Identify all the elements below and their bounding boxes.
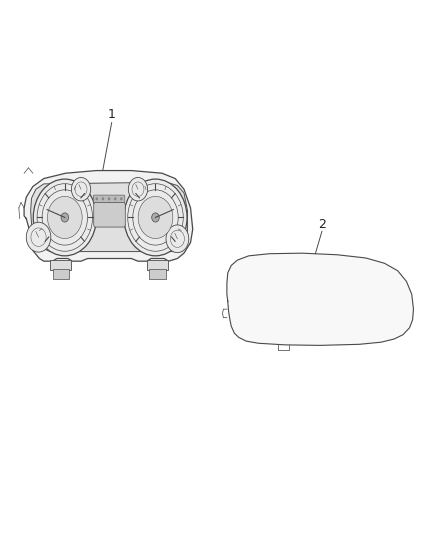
Text: 2: 2 xyxy=(318,219,326,231)
Circle shape xyxy=(138,196,173,239)
Bar xyxy=(149,269,166,279)
Bar xyxy=(147,260,168,270)
Polygon shape xyxy=(31,182,187,252)
Circle shape xyxy=(114,197,117,200)
Circle shape xyxy=(26,222,51,252)
Circle shape xyxy=(124,179,187,256)
Circle shape xyxy=(95,197,98,200)
Circle shape xyxy=(108,197,110,200)
Circle shape xyxy=(61,213,69,222)
Circle shape xyxy=(102,197,104,200)
Circle shape xyxy=(33,179,96,256)
FancyBboxPatch shape xyxy=(93,195,125,203)
Polygon shape xyxy=(227,253,413,345)
Text: 1: 1 xyxy=(108,108,116,121)
Circle shape xyxy=(166,225,189,253)
Bar xyxy=(50,260,71,270)
Circle shape xyxy=(120,197,123,200)
FancyBboxPatch shape xyxy=(94,203,125,227)
Circle shape xyxy=(47,196,82,239)
Circle shape xyxy=(152,213,159,222)
Circle shape xyxy=(128,177,148,201)
Circle shape xyxy=(71,177,91,201)
Bar xyxy=(53,269,69,279)
Polygon shape xyxy=(24,171,193,261)
